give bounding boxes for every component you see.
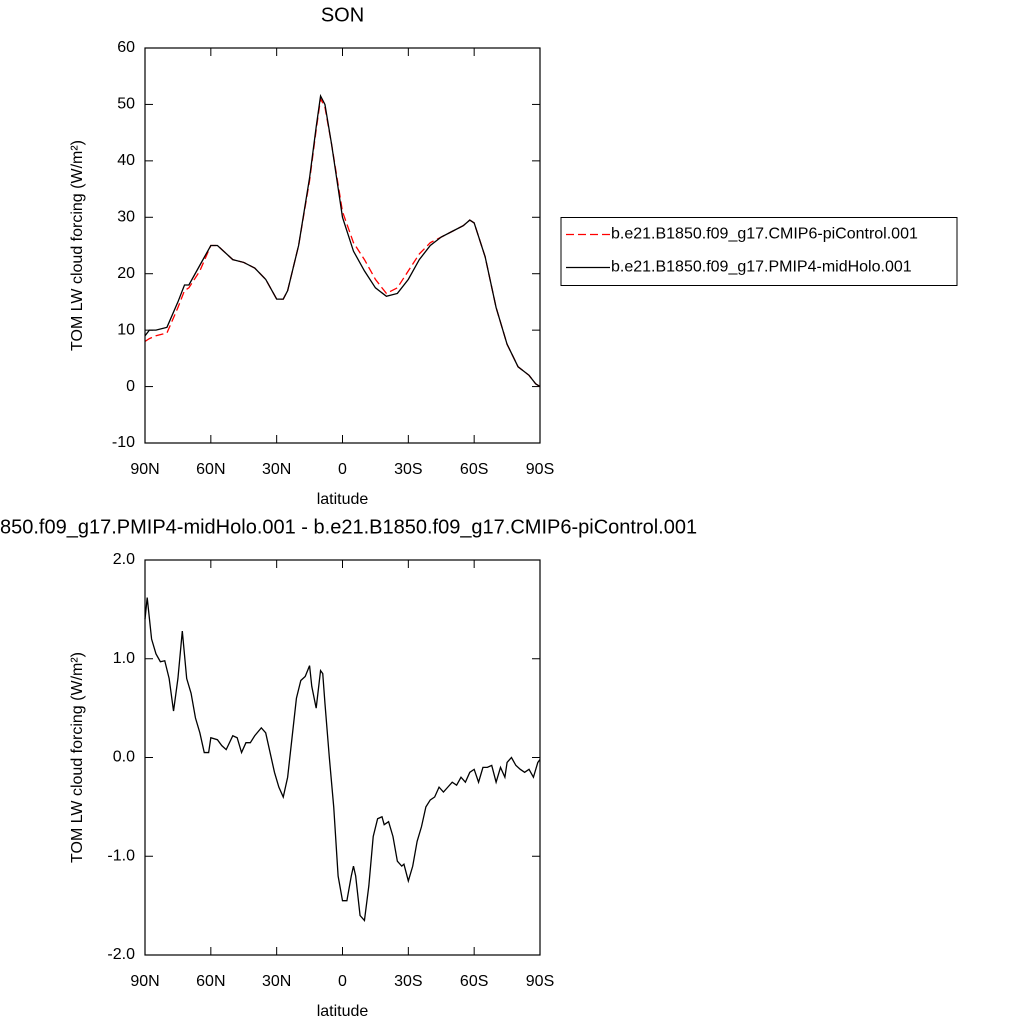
legend-box: [560, 217, 958, 286]
x-tick-label: 30S: [394, 461, 422, 478]
legend-label: b.e21.B1850.f09_g17.PMIP4-midHolo.001: [611, 259, 912, 276]
chart-title: SON: [321, 4, 364, 26]
y-tick-label: 2.0: [113, 551, 135, 568]
y-axis-label: TOM LW cloud forcing (W/m²): [69, 652, 86, 863]
y-tick-label: 40: [117, 152, 135, 169]
x-tick-label: 60S: [460, 461, 488, 478]
y-tick-label: 50: [117, 96, 135, 113]
x-tick-label: 30N: [262, 973, 291, 990]
y-tick-label: -1.0: [107, 847, 135, 864]
x-tick-label: 30N: [262, 461, 291, 478]
data-line: [144, 93, 541, 388]
y-tick-label: 0: [126, 378, 135, 395]
plot-frame: [144, 559, 541, 956]
x-tick-label: 90S: [526, 973, 554, 990]
plot-frame: [144, 47, 541, 444]
x-axis-label: latitude: [317, 491, 369, 508]
x-tick-label: 60N: [196, 973, 225, 990]
x-tick-label: 60N: [196, 461, 225, 478]
x-tick-label: 30S: [394, 973, 422, 990]
data-line: [144, 597, 541, 922]
y-tick-label: 1.0: [113, 650, 135, 667]
y-tick-label: 30: [117, 209, 135, 226]
y-tick-label: 0.0: [113, 749, 135, 766]
x-tick-label: 90S: [526, 461, 554, 478]
chart-title: 850.f09_g17.PMIP4-midHolo.001 - b.e21.B1…: [0, 516, 697, 538]
y-axis-label: TOM LW cloud forcing (W/m²): [69, 140, 86, 351]
y-tick-label: -10: [112, 434, 135, 451]
x-axis-label: latitude: [317, 1003, 369, 1020]
y-tick-label: 10: [117, 321, 135, 338]
x-tick-label: 0: [338, 461, 347, 478]
legend-label: b.e21.B1850.f09_g17.CMIP6-piControl.001: [611, 226, 918, 243]
y-tick-label: 20: [117, 265, 135, 282]
x-tick-label: 90N: [130, 973, 159, 990]
y-tick-label: 60: [117, 39, 135, 56]
x-tick-label: 60S: [460, 973, 488, 990]
y-tick-label: -2.0: [107, 946, 135, 963]
x-tick-label: 0: [338, 973, 347, 990]
x-tick-label: 90N: [130, 461, 159, 478]
